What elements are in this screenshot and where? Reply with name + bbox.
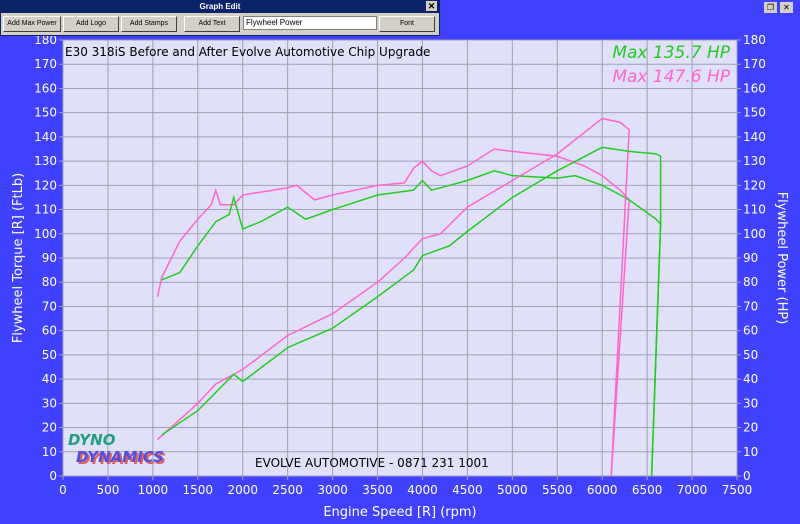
x-tick-label: 2500 <box>272 483 303 497</box>
y2-tick-label: 120 <box>743 178 766 192</box>
close-window-icon[interactable]: ✕ <box>780 2 793 13</box>
y-tick-label: 40 <box>42 372 57 386</box>
graph-edit-dialog: Graph Edit ✕ Add Max Power Add Logo Add S… <box>0 0 440 36</box>
x-tick-label: 2000 <box>227 483 258 497</box>
x-tick-label: 1500 <box>183 483 214 497</box>
y-tick-label: 150 <box>34 106 57 120</box>
dialog-title-text: Graph Edit <box>199 2 241 11</box>
y2-tick-label: 40 <box>743 372 758 386</box>
text-input[interactable]: Flywheel Power <box>243 16 377 30</box>
y-axis-label: Flywheel Torque [R] (FtLb) <box>11 173 26 343</box>
y-tick-label: 50 <box>42 348 57 362</box>
x-tick-label: 3500 <box>362 483 393 497</box>
max-power-label: Max 135.7 HP <box>612 43 730 63</box>
torque-curve <box>161 170 662 477</box>
add-text-button[interactable]: Add Text <box>184 16 240 32</box>
y-tick-label: 140 <box>34 130 57 144</box>
y-tick-label: 170 <box>34 57 57 71</box>
x-tick-label: 0 <box>59 483 67 497</box>
y-tick-label: 110 <box>34 203 57 217</box>
x-tick-label: 4500 <box>452 483 483 497</box>
y-tick-label: 120 <box>34 178 57 192</box>
torque-curve <box>156 148 630 477</box>
y-tick-label: 70 <box>42 299 57 313</box>
max-power-label: Max 147.6 HP <box>612 67 730 87</box>
y2-tick-label: 0 <box>743 469 751 483</box>
y-tick-label: 30 <box>42 396 57 410</box>
y2-tick-label: 10 <box>743 445 758 459</box>
x-tick-label: 6000 <box>587 483 618 497</box>
x-tick-label: 5500 <box>542 483 573 497</box>
dialog-title: Graph Edit ✕ <box>1 1 439 13</box>
y-tick-label: 100 <box>34 227 57 241</box>
y2-tick-label: 60 <box>743 324 758 338</box>
y2-tick-label: 170 <box>743 57 766 71</box>
power-curve <box>161 146 662 477</box>
y-tick-label: 10 <box>42 445 57 459</box>
x-tick-label: 4000 <box>407 483 438 497</box>
x-tick-label: 3000 <box>317 483 348 497</box>
y2-axis-label: Flywheel Power (HP) <box>774 192 789 325</box>
y2-tick-label: 150 <box>743 106 766 120</box>
y2-tick-label: 90 <box>743 251 758 265</box>
y-tick-label: 90 <box>42 251 57 265</box>
y2-tick-label: 180 <box>743 33 766 47</box>
add-max-power-button[interactable]: Add Max Power <box>3 16 61 32</box>
chart-title: E30 318iS Before and After Evolve Automo… <box>65 45 430 59</box>
y-tick-label: 160 <box>34 81 57 95</box>
x-tick-label: 7000 <box>677 483 708 497</box>
add-logo-button[interactable]: Add Logo <box>63 16 119 32</box>
y-tick-label: 180 <box>34 33 57 47</box>
y-tick-label: 130 <box>34 154 57 168</box>
y2-tick-label: 130 <box>743 154 766 168</box>
x-tick-label: 5000 <box>497 483 528 497</box>
y2-tick-label: 20 <box>743 421 758 435</box>
dyno-dynamics-logo: DYNO DYNAMICS <box>68 431 165 466</box>
restore-icon[interactable]: ❐ <box>764 2 777 13</box>
close-icon[interactable]: ✕ <box>426 1 437 11</box>
font-button[interactable]: Font <box>379 16 435 32</box>
x-tick-label: 500 <box>96 483 119 497</box>
annotation-text: EVOLVE AUTOMOTIVE - 0871 231 1001 <box>255 456 489 470</box>
y-tick-label: 0 <box>49 469 57 483</box>
y2-tick-label: 160 <box>743 81 766 95</box>
y2-tick-label: 30 <box>743 396 758 410</box>
y2-tick-label: 110 <box>743 203 766 217</box>
x-axis-label: Engine Speed [R] (rpm) <box>323 505 476 520</box>
x-tick-label: 1000 <box>138 483 169 497</box>
y-tick-label: 80 <box>42 275 57 289</box>
power-curve <box>156 117 630 477</box>
x-tick-label: 6500 <box>632 483 663 497</box>
x-tick-label: 7500 <box>722 483 753 497</box>
add-stamps-button[interactable]: Add Stamps <box>121 16 177 32</box>
y2-tick-label: 70 <box>743 299 758 313</box>
y-tick-label: 20 <box>42 421 57 435</box>
y-tick-label: 60 <box>42 324 57 338</box>
y2-tick-label: 140 <box>743 130 766 144</box>
y2-tick-label: 50 <box>743 348 758 362</box>
y2-tick-label: 80 <box>743 275 758 289</box>
y2-tick-label: 100 <box>743 227 766 241</box>
